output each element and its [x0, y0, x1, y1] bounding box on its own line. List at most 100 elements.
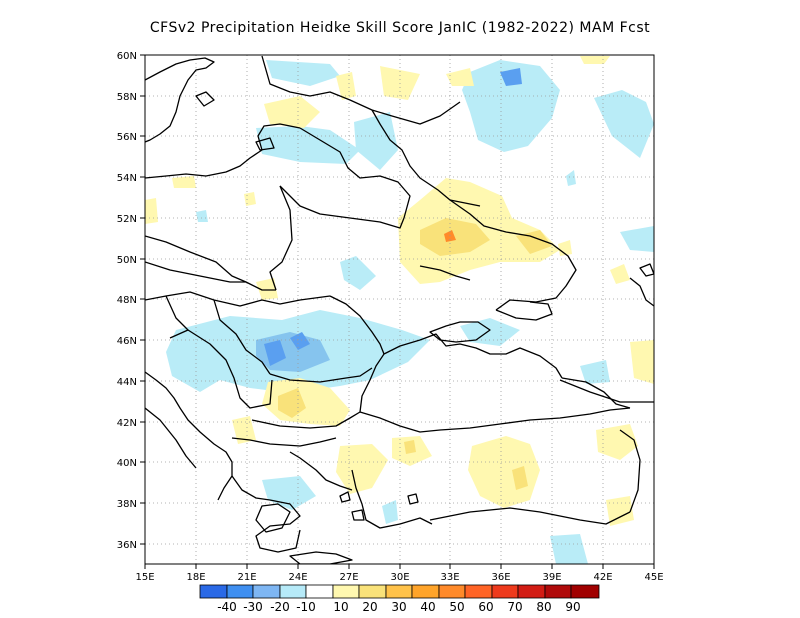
graticule [145, 55, 654, 564]
neg-region-ne [594, 90, 654, 158]
peloponnese [255, 503, 291, 533]
pos-region-turkey [468, 436, 540, 508]
saaremaa [255, 137, 275, 151]
x-tick-label: 45E [644, 572, 663, 583]
turkey-aegean [351, 469, 433, 529]
neg-region-small3 [382, 500, 398, 524]
colorbar-swatch [279, 584, 307, 599]
x-tick-label: 27E [339, 572, 358, 583]
border-germany-poland [145, 235, 247, 283]
border-ukraine-russia [449, 199, 577, 311]
pos-region-east [630, 340, 654, 384]
y-tick-label: 48N [117, 295, 137, 306]
border-baltic-east [299, 127, 411, 219]
border-greece-north [231, 437, 337, 447]
scandinavia-coast [145, 57, 215, 143]
pos-region-turkey-core [512, 466, 528, 490]
azov-sea [495, 301, 553, 321]
colorbar-label: 40 [420, 600, 435, 614]
colorbar-swatch [544, 584, 572, 599]
pos-region-north2 [264, 96, 320, 128]
border-romania-west [213, 299, 271, 375]
caspian [629, 277, 654, 307]
border-turkey-east [619, 429, 641, 513]
colorbar-swatch [491, 584, 519, 599]
neg-region-south [550, 534, 588, 564]
border-romania-south [269, 367, 373, 383]
y-tick-labels: 36N 38N 40N 42N 44N 46N 48N 50N 52N 54N … [117, 51, 137, 551]
colorbar-label: 60 [478, 600, 493, 614]
colorbar-swatch [332, 584, 360, 599]
crete [289, 551, 353, 564]
neg-region-baltic [266, 60, 340, 86]
x-tick-label: 24E [288, 572, 307, 583]
black-sea-east [561, 377, 631, 409]
crimea [429, 321, 491, 343]
finland-coast [261, 55, 461, 125]
neg-region-ukraine-east [620, 226, 654, 252]
colorbar-swatch [199, 584, 228, 599]
y-tick-label: 58N [117, 92, 137, 103]
tick-marks [140, 54, 655, 569]
lake1 [639, 263, 654, 277]
colorbar-label: 20 [362, 600, 377, 614]
y-tick-label: 60N [117, 51, 137, 62]
border-austria [145, 295, 189, 339]
y-tick-label: 54N [117, 173, 137, 184]
colorbar-swatch [385, 584, 413, 599]
colorbar [199, 584, 600, 599]
colorbar-swatch [226, 584, 254, 599]
x-tick-label: 18E [186, 572, 205, 583]
x-tick-label: 33E [440, 572, 459, 583]
border-north [371, 109, 481, 207]
pos-region-east-turkey [596, 424, 638, 460]
pos-region-small1 [172, 176, 196, 188]
italy-coast [145, 407, 197, 469]
y-tick-label: 56N [117, 132, 137, 143]
border-syria [429, 507, 631, 525]
greece-coast [231, 475, 301, 553]
pos-region-aegean [336, 444, 388, 494]
neg-region-belarus [256, 126, 360, 164]
colorbar-swatch [305, 584, 334, 599]
x-tick-label: 15E [135, 572, 154, 583]
x-tick-label: 21E [237, 572, 256, 583]
coastlines-borders [145, 55, 654, 564]
colorbar-labels: -40 -30 -20 -10 10 20 30 40 50 60 70 80 … [217, 600, 580, 614]
neg-region-baltic2 [354, 112, 398, 170]
border-poland-ukraine [269, 185, 293, 291]
border-belarus-south [279, 185, 405, 229]
island2 [351, 509, 365, 521]
adriatic-coast [145, 371, 233, 501]
y-tick-label: 40N [117, 458, 137, 469]
black-sea-west [359, 353, 385, 413]
lake2 [419, 265, 471, 281]
colorbar-label: -40 [217, 600, 237, 614]
gotland [195, 91, 215, 107]
neg-region-romania-core2 [264, 340, 286, 366]
y-tick-label: 50N [117, 255, 137, 266]
neg-region-small4 [566, 170, 576, 186]
pos-region-north5 [580, 56, 610, 64]
y-tick-label: 44N [117, 377, 137, 388]
colorbar-label: -10 [296, 600, 316, 614]
x-tick-labels: 15E 18E 21E 24E 27E 30E 33E 36E 39E 42E … [135, 572, 663, 583]
colorbar-label: 80 [536, 600, 551, 614]
pos-region-hungary [256, 278, 278, 300]
colorbar-swatch [411, 584, 440, 599]
pos-region-south-east [606, 496, 634, 526]
colorbar-label: 90 [565, 600, 580, 614]
chart-title: CFSv2 Precipitation Heidke Skill Score J… [149, 20, 651, 36]
colorbar-swatch [517, 584, 546, 599]
colorbar-swatch [358, 584, 387, 599]
pos-region-bulgaria-core [278, 388, 306, 418]
x-tick-label: 36E [491, 572, 510, 583]
border-serbia [187, 329, 273, 409]
y-tick-label: 52N [117, 214, 137, 225]
neg-region-romania-core3 [290, 332, 310, 350]
pos-region-small3 [610, 264, 630, 284]
x-tick-label: 42E [593, 572, 612, 583]
border-bulgaria-south [251, 411, 361, 429]
colorbar-swatch [438, 584, 466, 599]
